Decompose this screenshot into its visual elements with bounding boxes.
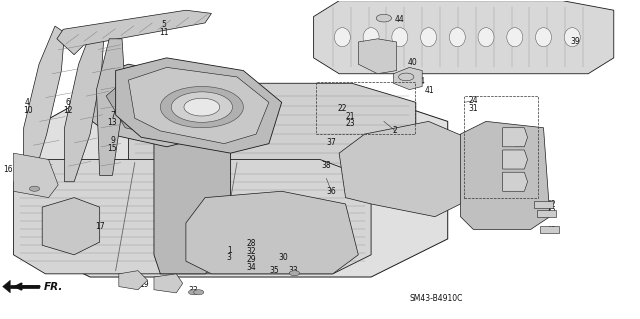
- Polygon shape: [97, 39, 125, 175]
- Polygon shape: [65, 26, 104, 182]
- Text: FR.: FR.: [44, 282, 63, 292]
- Text: 20: 20: [167, 283, 177, 292]
- Text: 44: 44: [395, 15, 404, 24]
- Text: 41: 41: [425, 86, 435, 95]
- Text: 17: 17: [95, 222, 104, 231]
- Polygon shape: [394, 67, 422, 90]
- Text: 12: 12: [63, 106, 72, 115]
- Text: 19: 19: [140, 279, 149, 288]
- Text: 26: 26: [515, 159, 524, 168]
- Polygon shape: [129, 67, 269, 144]
- Text: 3: 3: [227, 254, 232, 263]
- Text: 35: 35: [269, 265, 279, 275]
- Text: 34: 34: [247, 263, 257, 272]
- Circle shape: [184, 98, 220, 116]
- Text: 44: 44: [416, 77, 426, 86]
- Circle shape: [161, 86, 243, 128]
- Text: 28: 28: [247, 239, 257, 248]
- Text: 38: 38: [321, 161, 331, 170]
- Text: 37: 37: [326, 137, 337, 146]
- Circle shape: [193, 290, 204, 295]
- Circle shape: [29, 186, 40, 191]
- Ellipse shape: [420, 28, 436, 47]
- Ellipse shape: [478, 28, 494, 47]
- Polygon shape: [540, 226, 559, 233]
- Polygon shape: [119, 271, 148, 290]
- Text: 27: 27: [515, 178, 524, 187]
- Polygon shape: [13, 153, 58, 197]
- Ellipse shape: [363, 28, 379, 47]
- Text: 22: 22: [338, 104, 347, 113]
- Text: 23: 23: [346, 119, 355, 129]
- Text: 30: 30: [278, 253, 288, 262]
- Polygon shape: [537, 210, 556, 217]
- Text: 9: 9: [110, 136, 115, 145]
- Text: 7: 7: [110, 111, 115, 120]
- Polygon shape: [3, 280, 10, 293]
- Text: 16: 16: [4, 165, 13, 174]
- Polygon shape: [314, 1, 614, 74]
- Text: 33: 33: [288, 265, 298, 275]
- Text: SM43-B4910C: SM43-B4910C: [410, 294, 463, 303]
- Polygon shape: [57, 10, 211, 55]
- Ellipse shape: [392, 28, 408, 47]
- Text: 24: 24: [468, 96, 478, 105]
- Text: 33: 33: [189, 286, 198, 295]
- Polygon shape: [154, 274, 182, 293]
- Text: 33: 33: [29, 181, 39, 190]
- Text: 4: 4: [25, 98, 30, 107]
- Polygon shape: [461, 122, 550, 229]
- Polygon shape: [186, 191, 358, 274]
- Ellipse shape: [334, 28, 350, 47]
- Polygon shape: [129, 83, 416, 185]
- Text: 36: 36: [326, 187, 337, 196]
- Circle shape: [172, 92, 232, 122]
- Text: 14: 14: [130, 87, 140, 96]
- Circle shape: [376, 14, 392, 22]
- Polygon shape: [42, 197, 100, 255]
- Text: 21: 21: [346, 112, 355, 121]
- Text: 2: 2: [393, 126, 397, 135]
- Text: 25: 25: [515, 140, 524, 149]
- Polygon shape: [10, 285, 39, 288]
- Text: 32: 32: [247, 247, 257, 256]
- Polygon shape: [358, 39, 397, 74]
- Text: 10: 10: [22, 106, 33, 115]
- Ellipse shape: [449, 28, 465, 47]
- Polygon shape: [502, 172, 527, 191]
- Text: 15: 15: [108, 144, 117, 153]
- Text: 5: 5: [161, 20, 166, 29]
- Polygon shape: [116, 58, 282, 153]
- Polygon shape: [23, 26, 65, 185]
- Text: 11: 11: [159, 28, 168, 37]
- Polygon shape: [502, 150, 527, 169]
- Text: 40: 40: [408, 58, 417, 67]
- Text: 1: 1: [227, 246, 232, 255]
- Polygon shape: [339, 122, 473, 217]
- Polygon shape: [13, 160, 371, 274]
- Text: 45: 45: [547, 226, 556, 234]
- Ellipse shape: [564, 28, 580, 47]
- Ellipse shape: [536, 28, 552, 47]
- Text: 39: 39: [571, 38, 580, 47]
- Text: 29: 29: [247, 255, 257, 264]
- Circle shape: [188, 290, 198, 295]
- Text: 42: 42: [547, 200, 556, 209]
- Polygon shape: [534, 201, 553, 208]
- Polygon shape: [33, 96, 448, 277]
- Polygon shape: [502, 128, 527, 147]
- Polygon shape: [154, 80, 230, 274]
- Text: 6: 6: [65, 98, 70, 107]
- Circle shape: [289, 271, 300, 276]
- Ellipse shape: [507, 28, 523, 47]
- Text: 18: 18: [27, 173, 36, 182]
- Text: 43: 43: [547, 208, 556, 217]
- Circle shape: [399, 73, 414, 81]
- Text: 8: 8: [132, 79, 137, 88]
- Polygon shape: [84, 64, 230, 147]
- Polygon shape: [106, 77, 218, 137]
- Text: 13: 13: [108, 118, 117, 128]
- Text: 31: 31: [468, 104, 478, 113]
